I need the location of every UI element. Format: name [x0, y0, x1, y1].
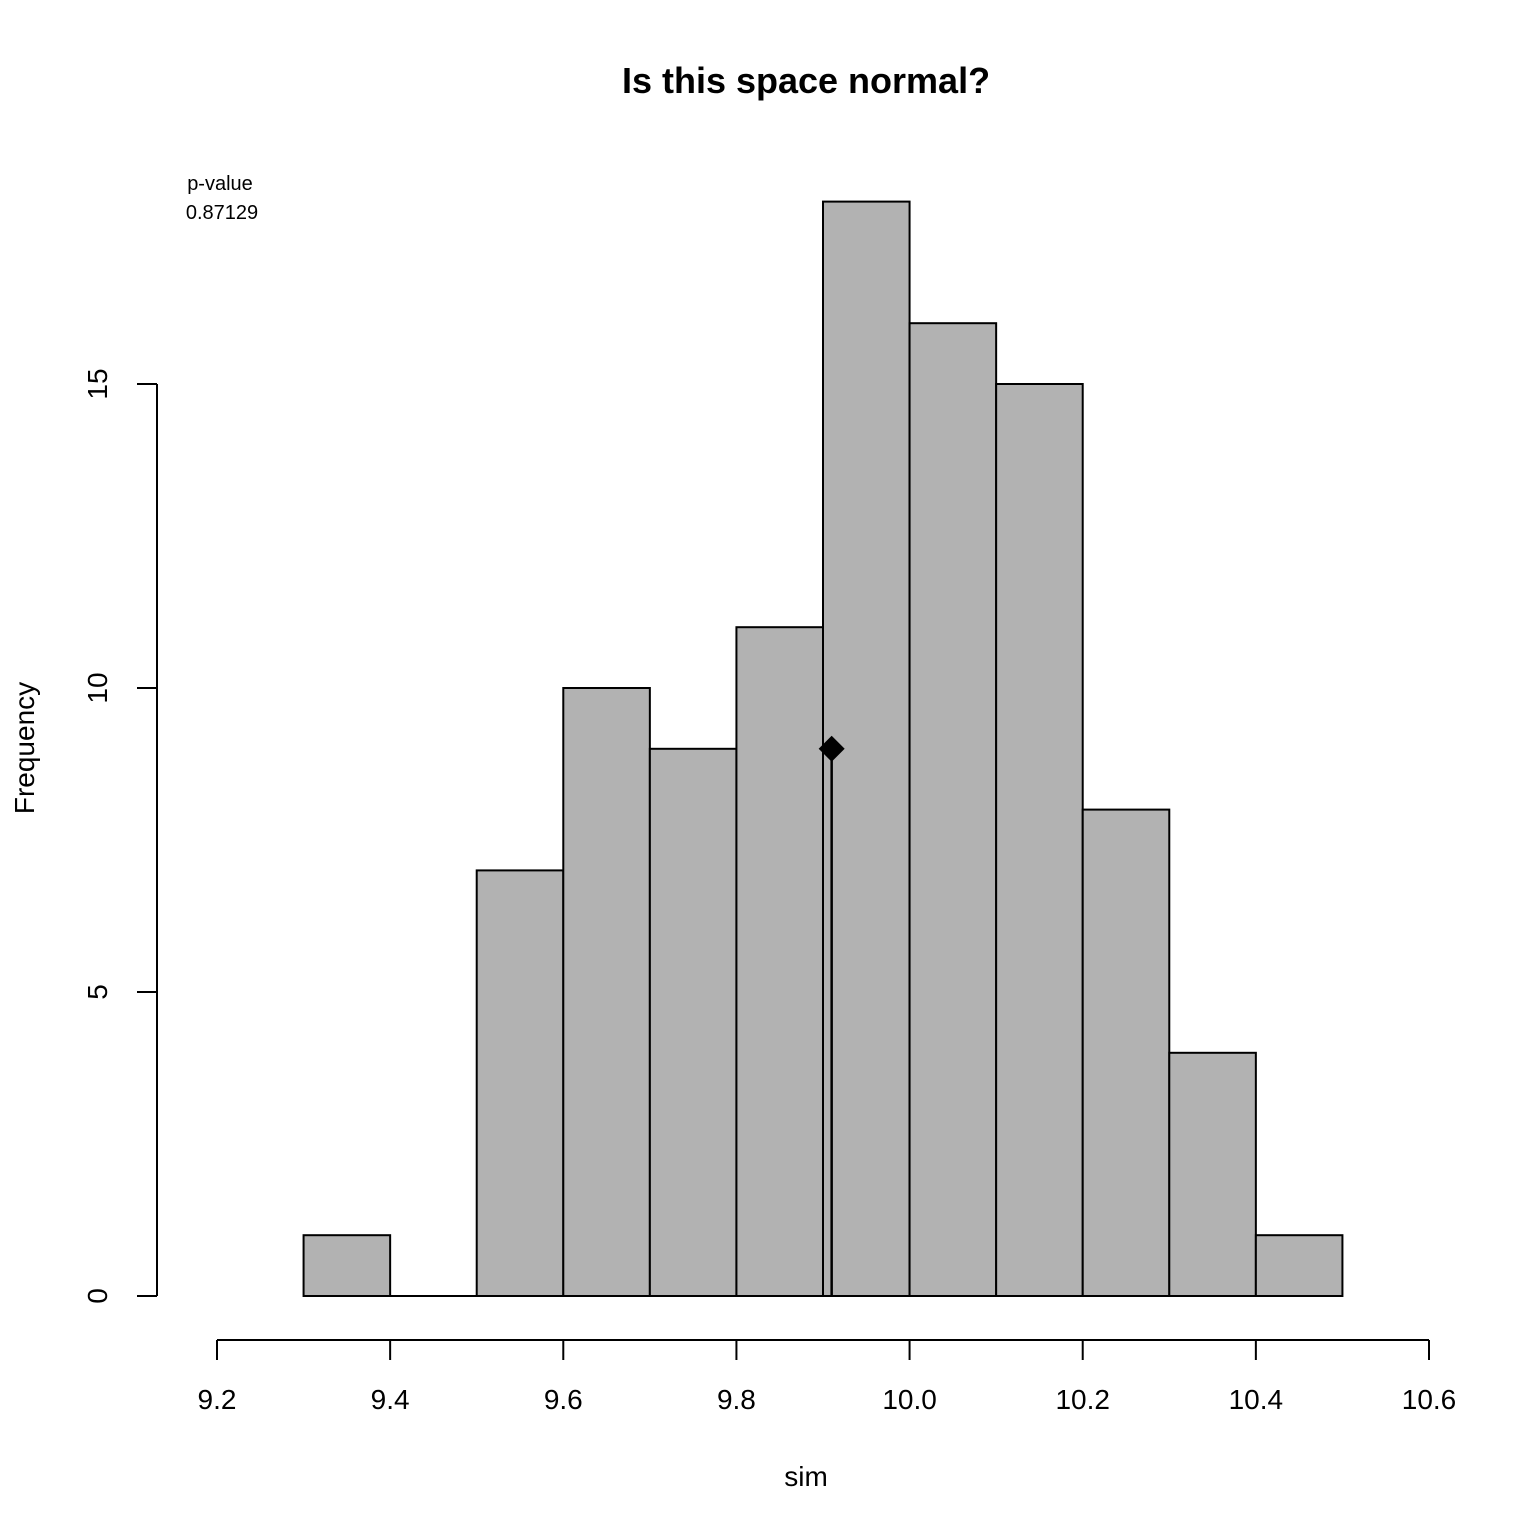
- y-tick-label: 10: [82, 672, 113, 703]
- x-tick-label: 9.6: [544, 1384, 583, 1415]
- y-tick-label: 0: [82, 1288, 113, 1304]
- chart-title: Is this space normal?: [622, 60, 990, 101]
- x-tick-label: 10.2: [1055, 1384, 1110, 1415]
- p-value-label: p-value: [187, 173, 253, 195]
- observed-value-marker-group: [818, 735, 845, 1296]
- histogram-bar: [995, 383, 1084, 1297]
- histogram-bar: [1254, 1234, 1344, 1297]
- histogram-bar: [302, 1234, 392, 1297]
- histogram-bar: [648, 747, 738, 1297]
- x-tick-label: 9.4: [371, 1384, 410, 1415]
- x-tick-label: 9.8: [717, 1384, 756, 1415]
- histogram-bar: [735, 626, 825, 1297]
- histogram-bar: [1081, 808, 1171, 1297]
- histogram-bar: [1168, 1051, 1257, 1298]
- x-tick-label: 10.4: [1229, 1384, 1284, 1415]
- histogram-bar: [908, 322, 998, 1297]
- y-tick-label: 5: [82, 984, 113, 1000]
- observed-value-diamond: [818, 735, 845, 762]
- y-axis-label: Frequency: [9, 682, 40, 814]
- x-tick-label: 10.6: [1402, 1384, 1457, 1415]
- histogram-bar: [475, 869, 565, 1298]
- y-tick-label: 15: [82, 368, 113, 399]
- x-axis-label: sim: [784, 1461, 828, 1492]
- p-value-value: 0.87129: [186, 202, 258, 224]
- y-axis: 0 5 10 15: [82, 368, 158, 1304]
- x-axis: 9.2 9.4 9.6 9.8 10.0 10.2 10.4 10.6: [198, 1339, 1457, 1415]
- x-tick-label: 10.0: [882, 1384, 937, 1415]
- histogram-bar: [562, 687, 651, 1297]
- x-tick-label: 9.2: [198, 1384, 237, 1415]
